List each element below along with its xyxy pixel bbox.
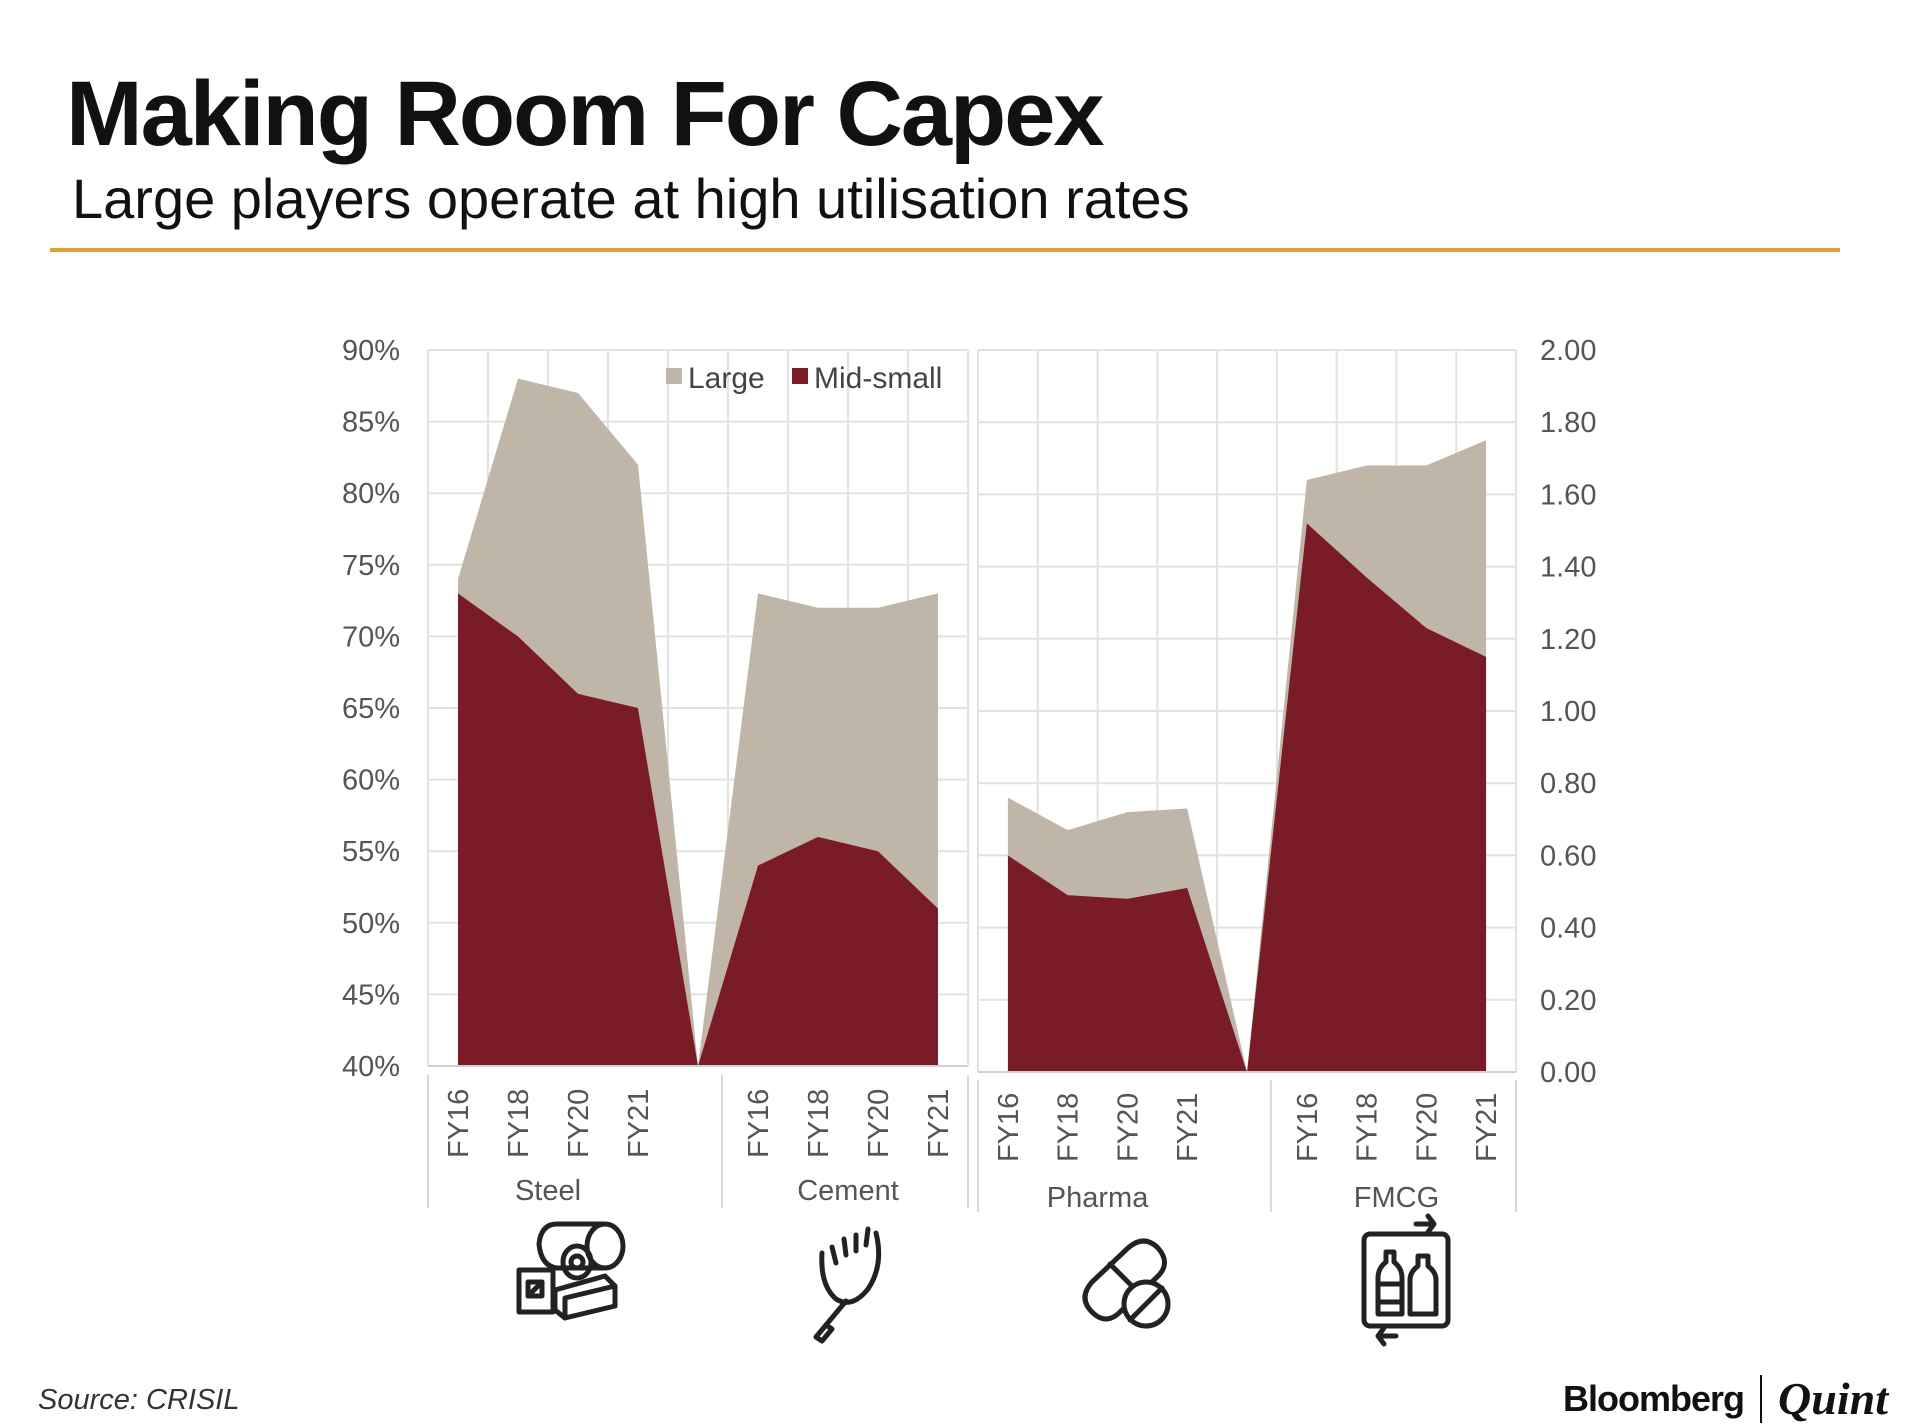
y-tick-label-left: 40%	[342, 1051, 400, 1083]
group-label-steel: Steel	[515, 1175, 581, 1207]
x-tick-label: FY21	[1471, 1093, 1503, 1162]
x-tick-label: FY16	[1292, 1093, 1324, 1162]
y-tick-label-left: 85%	[342, 407, 400, 439]
area-large-steel	[458, 378, 698, 1067]
area-large-cement	[698, 593, 938, 1066]
axes	[427, 1065, 1517, 1212]
steel-icon	[516, 1221, 626, 1321]
x-tick-label: FY16	[743, 1089, 775, 1158]
left-axis-tick-labels: 40% 45% 50% 55% 60% 65% 70% 75% 80% 85% 90%	[342, 335, 400, 1083]
y-tick-label-left: 65%	[342, 693, 400, 725]
cement-trowel-icon	[813, 1226, 882, 1344]
x-tick-label: FY16	[993, 1093, 1025, 1162]
source-note: Source: CRISIL	[38, 1384, 240, 1416]
y-tick-label-left: 45%	[342, 979, 400, 1011]
chart: 40%45%50%55%60%65%70%75%80%85%90% 0.000.…	[342, 335, 1596, 1347]
legend-label-mid-small: Mid-small	[814, 362, 942, 395]
area-series	[458, 378, 1487, 1072]
x-tick-label: FY21	[923, 1089, 955, 1158]
group-label-fmcg: FMCG	[1354, 1182, 1439, 1214]
x-tick-label: FY18	[503, 1089, 535, 1158]
x-tick-label: FY20	[1411, 1093, 1443, 1162]
brand-quint: Quint	[1778, 1373, 1888, 1424]
legend-swatch-large	[666, 368, 682, 384]
x-tick-label: FY16	[443, 1089, 475, 1158]
y-tick-label-right: 2.00	[1540, 335, 1596, 367]
x-tick-label: FY18	[803, 1089, 835, 1158]
area-large-pharma	[1007, 797, 1247, 1072]
y-tick-label-right: 0.00	[1540, 1057, 1596, 1089]
group-label-pharma: Pharma	[1047, 1182, 1149, 1214]
fmcg-bottles-icon	[1361, 1213, 1451, 1347]
legend-label-large: Large	[688, 362, 765, 395]
y-tick-label-left: 90%	[342, 335, 400, 367]
x-tick-label: FY20	[863, 1089, 895, 1158]
y-tick-label-left: 70%	[342, 621, 400, 653]
pill-icon	[1082, 1238, 1171, 1329]
y-tick-label-right: 0.40	[1540, 913, 1596, 945]
y-tick-label-right: 0.80	[1540, 768, 1596, 800]
x-tick-label: FY21	[1172, 1093, 1204, 1162]
y-tick-label-right: 1.80	[1540, 407, 1596, 439]
title-rule	[50, 248, 1840, 252]
area-mid-small-pharma	[1007, 855, 1247, 1072]
brand-separator	[1760, 1374, 1763, 1423]
y-tick-label-left: 80%	[342, 478, 400, 510]
x-tick-label: FY18	[1053, 1093, 1085, 1162]
y-tick-label-right: 1.20	[1540, 624, 1596, 656]
area-large-fmcg	[1247, 440, 1487, 1072]
chart-title: Making Room For Capex	[66, 63, 1105, 165]
y-tick-label-right: 0.60	[1540, 840, 1596, 872]
right-axis-tick-labels: 0.00 0.20 0.40 0.60 0.80 1.00 1.20 1.40 1.60 1.80…	[1540, 335, 1596, 1089]
y-tick-label-right: 0.20	[1540, 985, 1596, 1017]
y-tick-label-right: 1.40	[1540, 552, 1596, 584]
y-tick-label-left: 55%	[342, 836, 400, 868]
x-tick-label: FY21	[623, 1089, 655, 1158]
chart-subtitle: Large players operate at high utilisatio…	[72, 167, 1190, 230]
y-tick-label-left: 75%	[342, 550, 400, 582]
legend-swatch-mid-small	[792, 368, 808, 384]
x-tick-label: FY18	[1352, 1093, 1384, 1162]
x-tick-label: FY20	[1112, 1093, 1144, 1162]
legend: Large Mid-small	[666, 362, 942, 395]
group-labels: Steel Cement Pharma FMCG	[515, 1175, 1439, 1214]
y-tick-label-left: 50%	[342, 908, 400, 940]
x-tick-label: FY20	[563, 1089, 595, 1158]
x-axis-tick-labels: FY16 FY18 FY20 FY21 FY16 FY18 FY20 FY21 FY16 FY18…	[443, 1089, 1503, 1162]
brand-bloomberg: Bloomberg	[1563, 1377, 1745, 1419]
area-mid-small-fmcg	[1247, 523, 1487, 1072]
y-tick-label-left: 60%	[342, 765, 400, 797]
brand-logo: Bloomberg Quint	[1563, 1372, 1888, 1425]
area-mid-small-steel	[458, 593, 698, 1066]
area-mid-small-cement	[698, 836, 938, 1066]
group-label-cement: Cement	[797, 1175, 899, 1207]
y-tick-label-right: 1.00	[1540, 696, 1596, 728]
y-tick-label-right: 1.60	[1540, 479, 1596, 511]
